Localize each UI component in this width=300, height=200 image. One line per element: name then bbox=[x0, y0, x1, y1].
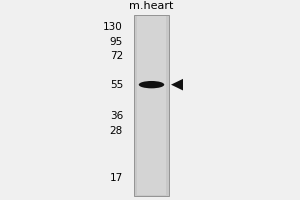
Text: 72: 72 bbox=[110, 51, 123, 61]
Text: 130: 130 bbox=[103, 22, 123, 32]
Bar bbox=[136, 16, 166, 195]
Text: 55: 55 bbox=[110, 80, 123, 90]
Text: 36: 36 bbox=[110, 111, 123, 121]
Text: 95: 95 bbox=[110, 37, 123, 47]
Ellipse shape bbox=[139, 81, 164, 88]
Polygon shape bbox=[171, 79, 183, 90]
Bar bbox=[134, 15, 169, 196]
Text: 28: 28 bbox=[110, 126, 123, 136]
Text: m.heart: m.heart bbox=[129, 1, 174, 11]
Text: 17: 17 bbox=[110, 173, 123, 183]
